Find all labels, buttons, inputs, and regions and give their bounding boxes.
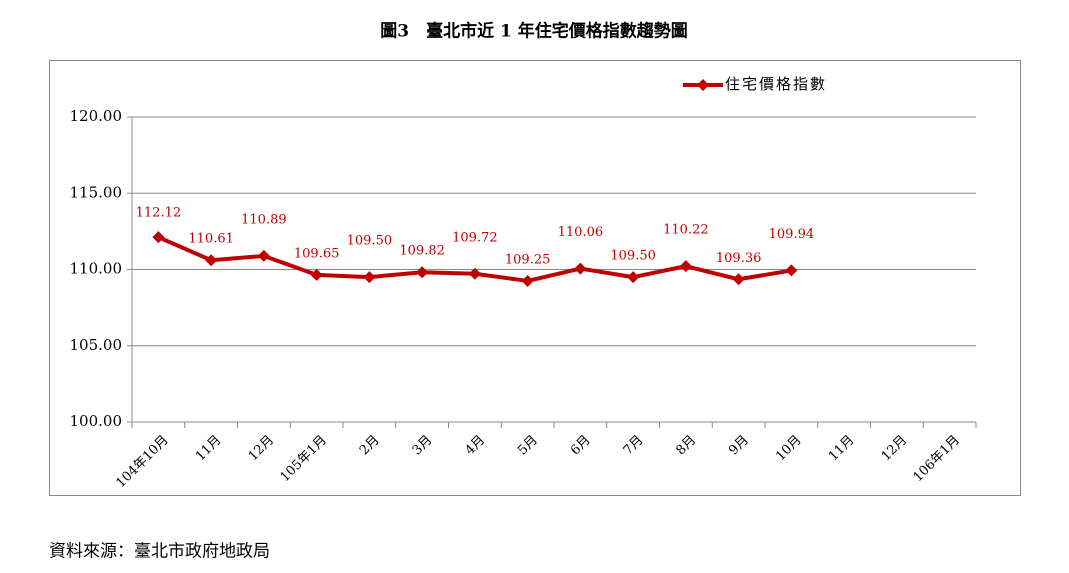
- data-point: [363, 271, 376, 284]
- x-tick-label: 5月: [515, 433, 541, 459]
- data-label: 109.65: [294, 246, 340, 261]
- chart-frame: [49, 60, 1021, 496]
- x-tick-label: 105年1月: [278, 433, 330, 485]
- data-point: [468, 267, 481, 280]
- x-tick-label: 7月: [621, 433, 647, 459]
- data-label: 109.50: [610, 249, 656, 264]
- x-tick-label: 106年1月: [911, 433, 963, 485]
- x-tick-label: 8月: [674, 433, 700, 459]
- data-point: [679, 260, 692, 273]
- x-tick-label: 11月: [193, 433, 224, 464]
- data-point: [152, 231, 165, 244]
- data-label: 109.94: [769, 227, 815, 242]
- data-label: 110.06: [558, 225, 604, 240]
- data-point: [627, 271, 640, 284]
- data-label: 110.22: [663, 223, 709, 238]
- x-tick-label: 12月: [246, 433, 277, 464]
- y-tick-label: 120.00: [70, 107, 123, 125]
- data-label: 109.72: [452, 230, 498, 245]
- data-label: 109.25: [505, 252, 551, 267]
- data-label: 110.61: [188, 232, 234, 247]
- x-tick-label: 6月: [568, 433, 594, 459]
- data-label: 109.50: [347, 234, 393, 249]
- x-tick-label: 9月: [726, 433, 752, 459]
- data-point: [416, 266, 429, 279]
- data-point: [310, 268, 323, 281]
- data-point: [205, 254, 218, 267]
- data-point: [521, 274, 534, 287]
- x-tick-label: 4月: [463, 433, 489, 459]
- data-point: [732, 273, 745, 286]
- y-tick-label: 105.00: [70, 336, 123, 354]
- data-label: 110.89: [241, 212, 287, 227]
- y-tick-label: 115.00: [70, 183, 123, 201]
- source-note: 資料來源：臺北市政府地政局: [49, 542, 270, 562]
- data-point: [785, 264, 798, 277]
- x-tick-label: 2月: [357, 433, 383, 459]
- x-tick-label: 3月: [410, 433, 436, 459]
- y-tick-label: 110.00: [70, 260, 123, 278]
- legend-label: 住宅價格指數: [725, 75, 827, 93]
- x-tick-label: 12月: [879, 433, 910, 464]
- data-label: 109.36: [716, 251, 762, 266]
- legend-marker: [697, 79, 709, 91]
- chart-title: 圖3 臺北市近 1 年住宅價格指數趨勢圖: [380, 21, 688, 42]
- x-tick-label: 11月: [826, 433, 857, 464]
- data-point: [257, 249, 270, 262]
- x-tick-label: 10月: [773, 433, 804, 464]
- data-point: [574, 262, 587, 275]
- data-label: 112.12: [136, 206, 182, 221]
- x-tick-label: 104年10月: [113, 433, 171, 491]
- y-tick-label: 100.00: [70, 412, 123, 430]
- data-label: 109.82: [399, 244, 445, 259]
